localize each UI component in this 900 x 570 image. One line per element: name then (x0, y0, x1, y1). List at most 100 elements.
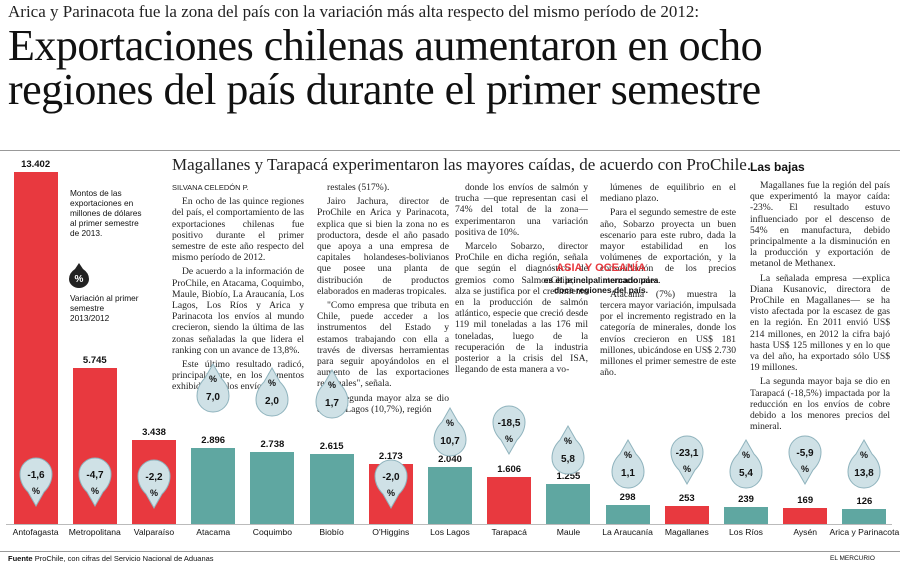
footer-source-text: ProChile, con cifras del Servicio Nacion… (34, 554, 214, 563)
col2-p2: Jairo Jachura, director de ProChile en A… (317, 196, 449, 297)
variation-value-10: 1,1 (621, 468, 635, 479)
drop-shape-1 (78, 457, 112, 508)
region-label-12: Los Ríos (729, 527, 763, 537)
bar-value-label-5: 2.615 (319, 441, 344, 453)
percent-drop-icon: % (69, 263, 89, 288)
asia-oceania-callout: ASIA Y OCEANÍA es el principal mercado p… (540, 262, 662, 302)
region-label-14: Arica y Parinacota (829, 527, 900, 537)
drop-shape-14 (847, 438, 881, 489)
region-label-5: Biobío (319, 527, 344, 537)
variation-value-2: -2,2 (145, 472, 163, 483)
headline: Exportaciones chilenas aumentaron en och… (8, 21, 763, 114)
variation-percent-2: % (150, 488, 158, 498)
bar-9 (546, 484, 591, 524)
col2-p1: restales (517%). (327, 182, 390, 193)
headline-line-1: Exportaciones chilenas aumentaron en och… (8, 21, 763, 70)
bar-3 (191, 448, 236, 524)
variation-percent-6: % (387, 488, 395, 498)
bar-10 (605, 505, 650, 524)
region-label-9: Maule (556, 527, 581, 537)
bar-7 (428, 466, 472, 524)
col4-p1: lúmenes de equilibrio en el mediano plaz… (600, 182, 736, 205)
bar-value-label-1: 5.745 (82, 355, 107, 366)
variation-drop-13: -5,9% (788, 435, 822, 486)
las-bajas-column: Magallanes fue la región del país que ex… (750, 180, 890, 435)
bar-value-label-9: 1.255 (556, 471, 581, 483)
variation-percent-12: % (742, 450, 750, 460)
col2-p4: La segunda mayor alza se dio en Los Lago… (317, 392, 449, 415)
footer-source: Fuente ProChile, con cifras del Servicio… (8, 554, 214, 563)
variation-drop-14: 13,8% (847, 438, 881, 489)
variation-percent-11: % (683, 464, 691, 474)
col1-p1: En ocho de las quince regiones del país,… (172, 196, 304, 264)
variation-value-4: 2,0 (265, 396, 279, 407)
region-label-10: La Araucanía (602, 527, 653, 537)
las-bajas-p3: La segunda mayor baja se dio en Tarapacá… (750, 376, 890, 433)
col3-p1: donde los envíos de salmón y trucha —que… (455, 182, 588, 238)
variation-drop-0: -1,6% (19, 457, 53, 508)
drop-shape-3 (196, 363, 230, 413)
asia-callout-subtitle: es el principal mercado para doce region… (543, 275, 659, 295)
variation-percent-10: % (624, 450, 632, 460)
bar-8 (487, 476, 532, 524)
bar-value-label-6: 2.173 (378, 451, 403, 463)
bar-11 (664, 506, 709, 524)
drop-shape-13 (788, 435, 822, 486)
variation-drop-11: -23,1% (670, 435, 704, 486)
variation-value-3: 7,0 (206, 392, 220, 403)
col1-p2: De acuerdo a la información de ProChile,… (172, 266, 304, 356)
variation-drop-3: 7,0% (196, 363, 230, 413)
variation-drop-10: 1,1% (611, 438, 645, 489)
variation-percent-3: % (209, 374, 217, 384)
variation-percent-8: % (505, 434, 513, 444)
variation-value-13: -5,9 (797, 448, 815, 459)
variation-drop-2: -2,2% (137, 459, 171, 510)
top-divider (0, 150, 900, 151)
region-label-3: Atacama (196, 527, 231, 537)
bar-value-label-13: 169 (797, 495, 814, 507)
variation-value-6: -2,0 (382, 472, 400, 483)
bar-value-label-8: 1.606 (497, 463, 522, 475)
variation-drop-1: -4,7% (78, 457, 112, 508)
col4-p2: Para el segundo semestre de este año, So… (600, 207, 736, 286)
variation-percent-14: % (860, 450, 868, 460)
variation-value-14: 13,8 (855, 468, 875, 479)
region-label-0: Antofagasta (12, 527, 59, 537)
region-label-1: Metropolitana (68, 527, 121, 537)
region-label-2: Valparaíso (133, 527, 175, 537)
drop-shape-11 (670, 435, 704, 486)
region-label-13: Aysén (793, 527, 818, 537)
region-label-8: Tarapacá (491, 527, 527, 537)
bar-value-label-4: 2.738 (260, 438, 285, 450)
article-column-4: lúmenes de equilibrio en el mediano plaz… (600, 182, 736, 381)
bar-value-label-12: 239 (738, 493, 754, 505)
bar-value-label-2: 3.438 (142, 427, 166, 438)
variation-value-12: 5,4 (739, 468, 753, 479)
variation-drop-9: 5,8% (551, 424, 585, 475)
bar-value-label-14: 126 (856, 496, 873, 508)
bar-5 (309, 454, 354, 524)
legend-variation-text: Variación al primer semestre 2013/2012 (70, 293, 139, 323)
variation-drop-5: 1,7% (315, 369, 349, 419)
variation-drop-12: 5,4% (729, 438, 763, 489)
region-label-7: Los Lagos (430, 527, 470, 537)
region-label-6: O'Higgins (372, 527, 410, 537)
bar-value-label-7: 2.040 (438, 453, 462, 465)
variation-value-9: 5,8 (561, 454, 575, 465)
col4-p3: Atacama (7%) muestra la tercera mayor va… (600, 288, 736, 379)
chart-baseline (6, 524, 892, 525)
drop-shape-9 (551, 424, 585, 475)
headline-line-2: regiones del país durante el primer seme… (8, 65, 761, 114)
bar-12 (724, 506, 768, 524)
drop-shape-8 (492, 405, 526, 456)
drop-shape-7 (433, 406, 467, 457)
col3-p2: Marcelo Sobarzo, director ProChile en di… (455, 241, 588, 376)
kicker: Arica y Parinacota fue la zona del país … (8, 2, 700, 21)
bar-value-label-0: 13.402 (21, 159, 51, 170)
drop-shape-10 (611, 438, 645, 489)
bar-14 (842, 509, 887, 524)
bar-value-label-3: 2.896 (201, 435, 226, 447)
bar-4 (250, 451, 295, 524)
variation-value-7: 10,7 (440, 436, 460, 447)
